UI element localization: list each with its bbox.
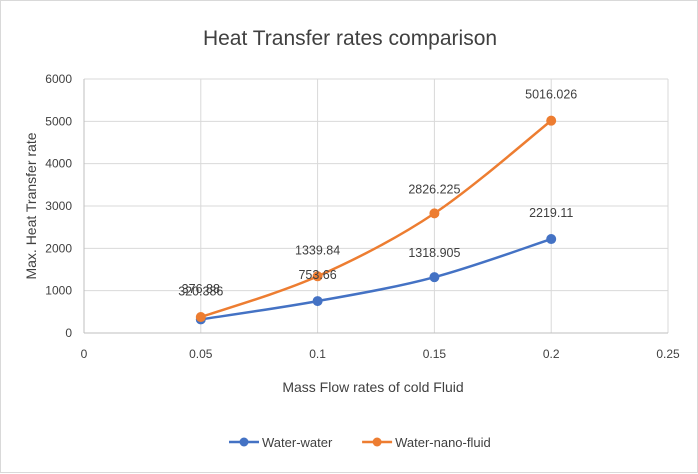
data-label: 320.386 xyxy=(178,284,223,298)
x-tick-label: 0.05 xyxy=(189,347,213,361)
y-tick-label: 2000 xyxy=(45,241,72,255)
data-point xyxy=(429,208,440,219)
y-tick-label: 5000 xyxy=(45,114,72,128)
y-tick-label: 0 xyxy=(65,326,72,340)
x-tick-label: 0.1 xyxy=(309,347,326,361)
data-point xyxy=(312,271,323,282)
y-axis-title: Max. Heat Transfer rate xyxy=(23,132,39,279)
data-label: 5016.026 xyxy=(525,88,577,102)
legend-item: Water-nano-fluid xyxy=(362,435,491,450)
data-point xyxy=(312,296,323,307)
legend-item: Water-water xyxy=(229,435,333,450)
data-label: 1318.905 xyxy=(408,246,460,260)
x-tick-label: 0.15 xyxy=(423,347,447,361)
data-point xyxy=(195,312,206,323)
x-tick-label: 0 xyxy=(81,347,88,361)
y-tick-label: 3000 xyxy=(45,199,72,213)
series-line-water-water xyxy=(200,237,552,321)
y-tick-label: 4000 xyxy=(45,157,72,171)
axes: 0 1000 2000 3000 4000 5000 6000 0 0.05 0.1 0.15 0.2… xyxy=(45,72,680,361)
data-point xyxy=(546,115,557,126)
data-label: 753.66 xyxy=(298,268,336,282)
legend-marker xyxy=(372,437,382,447)
data-label: 2219.11 xyxy=(529,206,573,220)
series-lines xyxy=(195,115,557,325)
legend-label: Water-water xyxy=(262,435,333,450)
legend-label: Water-nano-fluid xyxy=(395,435,491,450)
series-line-water-nano-fluid xyxy=(200,119,552,319)
y-tick-label: 1000 xyxy=(45,284,72,298)
legend: Water-water Water-nano-fluid xyxy=(229,435,491,450)
chart-title: Heat Transfer rates comparison xyxy=(203,27,497,50)
data-label: 1339.84 xyxy=(295,243,340,257)
y-tick-label: 6000 xyxy=(45,72,72,86)
gridlines xyxy=(84,78,669,333)
data-label: 376.88 xyxy=(182,282,220,296)
data-labels: 320.386 753.66 1318.905 2219.11 376.88 1339.8… xyxy=(178,88,577,299)
legend-marker xyxy=(239,437,249,447)
x-axis-title: Mass Flow rates of cold Fluid xyxy=(282,379,463,395)
data-point xyxy=(546,234,557,245)
data-label: 2826.225 xyxy=(408,182,460,196)
x-tick-label: 0.2 xyxy=(543,347,560,361)
data-point xyxy=(429,272,440,283)
x-tick-label: 0.25 xyxy=(656,347,680,361)
